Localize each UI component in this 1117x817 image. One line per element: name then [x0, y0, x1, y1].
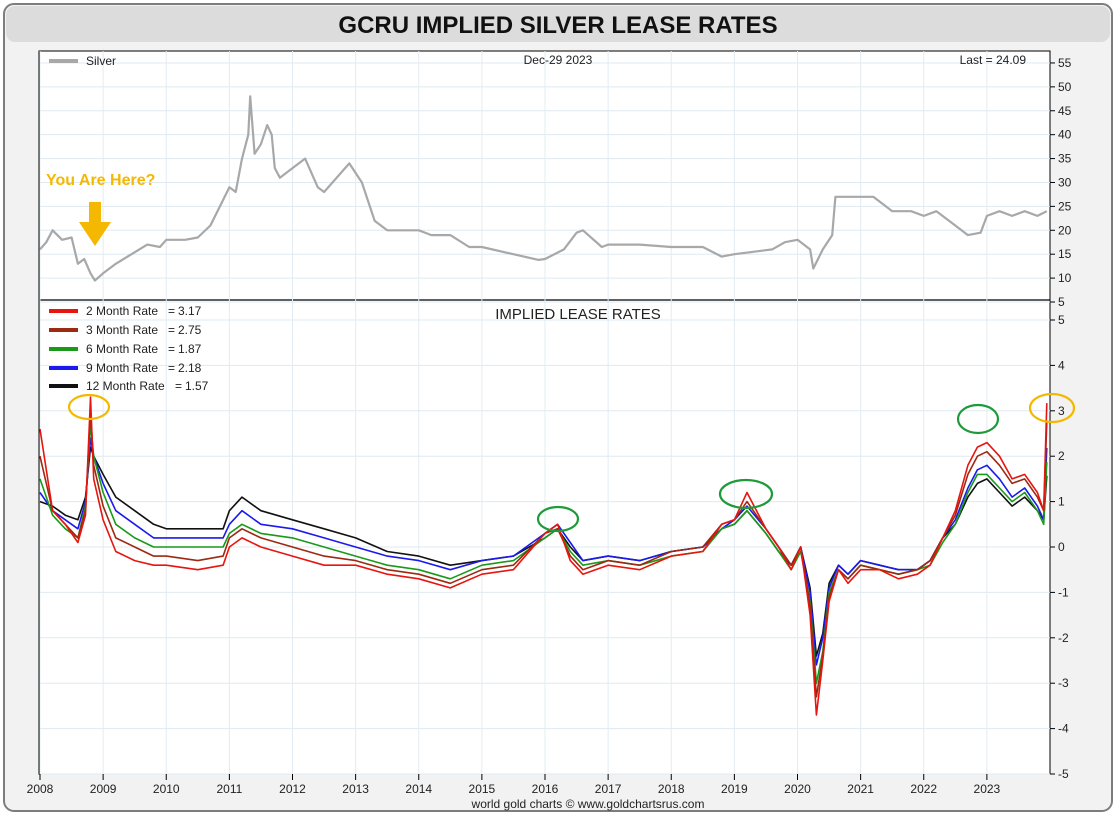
vertical-gridlines: [39, 51, 988, 774]
x-axis: 2008 2009 2010 2011 2012 2013 2014 2015 2016 2017…: [27, 774, 1001, 796]
legend-eq-2m: =: [168, 304, 175, 318]
highlight-circle-2022: [956, 403, 1000, 435]
bottom-y-tick-label: 1: [1058, 495, 1065, 509]
top-y-tick-label: 15: [1058, 247, 1072, 261]
top-y-tick-label: 25: [1058, 199, 1072, 213]
highlight-circle-2016: [536, 505, 580, 533]
highlight-circle-2008: [67, 393, 111, 421]
x-tick-label: 2019: [721, 782, 748, 796]
x-tick-label: 2014: [405, 782, 432, 796]
bottom-y-tick-label: -2: [1058, 631, 1069, 645]
bottom-panel-title: IMPLIED LEASE RATES: [495, 306, 661, 323]
legend-value-12m: 1.57: [185, 379, 209, 393]
highlight-circle-2019: [718, 478, 774, 510]
last-value-label: Last = 24.09: [960, 53, 1027, 67]
top-y-tick-label: 5: [1058, 295, 1065, 309]
top-y-tick-label: 35: [1058, 152, 1072, 166]
legend-label-6m: 6 Month Rate: [86, 342, 158, 356]
bottom-y-tick-label: -4: [1058, 722, 1069, 736]
x-tick-label: 2015: [469, 782, 496, 796]
legend-value-6m: 1.87: [178, 342, 202, 356]
legend-label-9m: 9 Month Rate: [86, 361, 158, 375]
lease-rate-series-group: [39, 396, 1048, 716]
legend-eq-6m: =: [168, 342, 175, 356]
top-y-tick-label: 50: [1058, 80, 1072, 94]
x-tick-label: 2013: [342, 782, 369, 796]
top-y-tick-label: 40: [1058, 128, 1072, 142]
series-line-2-month-rate: [39, 396, 1048, 716]
top-y-tick-label: 45: [1058, 104, 1072, 118]
bottom-y-tick-label: -5: [1058, 767, 1069, 781]
down-arrow-icon: [79, 202, 111, 246]
bottom-y-tick-label: 3: [1058, 404, 1065, 418]
series-line-silver: [39, 95, 1048, 282]
silver-series-group: [39, 95, 1048, 282]
top-y-tick-label: 10: [1058, 271, 1072, 285]
legend-label-2m: 2 Month Rate: [86, 304, 158, 318]
x-tick-label: 2011: [216, 782, 242, 796]
bottom-y-tick-label: 2: [1058, 449, 1065, 463]
you-are-here-annotation: You Are Here?: [46, 172, 155, 189]
legend-eq-9m: =: [168, 361, 175, 375]
x-tick-label: 2017: [595, 782, 622, 796]
bottom-y-tick-label: 5: [1058, 313, 1065, 327]
top-y-tick-label: 20: [1058, 223, 1072, 237]
top-y-tick-label: 55: [1058, 56, 1072, 70]
chart-title: GCRU IMPLIED SILVER LEASE RATES: [338, 12, 777, 39]
top-y-tick-label: 30: [1058, 175, 1072, 189]
x-tick-label: 2020: [784, 782, 811, 796]
x-tick-label: 2008: [27, 782, 54, 796]
bottom-y-tick-label: 0: [1058, 540, 1065, 554]
legend-eq-3m: =: [168, 323, 175, 337]
legend-value-3m: 2.75: [178, 323, 202, 337]
legend-value-2m: 3.17: [178, 304, 202, 318]
x-tick-label: 2012: [279, 782, 306, 796]
x-tick-label: 2022: [910, 782, 937, 796]
series-line-6-month-rate: [39, 423, 1048, 685]
top-date-label: Dec-29 2023: [524, 53, 593, 67]
x-tick-label: 2009: [90, 782, 117, 796]
footer-credit: world gold charts © www.goldchartsrus.co…: [471, 797, 705, 811]
highlight-circle-2023: [1028, 392, 1076, 424]
legend-label-silver: Silver: [86, 54, 116, 68]
legend-label-12m: 12 Month Rate: [86, 379, 165, 393]
title-bar: [6, 6, 1110, 42]
top-y-axis: 5 10 15 20 25 30 35 40 45 50 55: [1050, 56, 1072, 309]
legend-value-9m: 2.18: [178, 361, 202, 375]
bottom-y-axis: -5 -4 -3 -2 -1 0 1 2 3 4 5: [1050, 313, 1069, 781]
x-tick-label: 2016: [532, 782, 559, 796]
bottom-y-tick-label: 4: [1058, 358, 1065, 372]
x-tick-label: 2023: [974, 782, 1001, 796]
legend-label-3m: 3 Month Rate: [86, 323, 158, 337]
bottom-y-tick-label: -1: [1058, 585, 1069, 599]
legend-eq-12m: =: [175, 379, 182, 393]
x-tick-label: 2021: [847, 782, 874, 796]
x-tick-label: 2018: [658, 782, 685, 796]
bottom-y-tick-label: -3: [1058, 676, 1069, 690]
x-tick-label: 2010: [153, 782, 180, 796]
lease-rate-legend: 2 Month Rate = 3.17 3 Month Rate = 2.75 …: [49, 304, 209, 393]
